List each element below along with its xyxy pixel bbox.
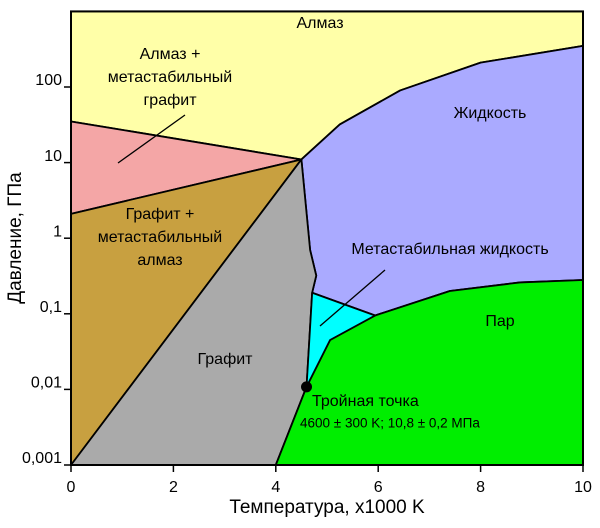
leader-line: [117, 114, 186, 164]
x-tick-label: 10: [574, 479, 592, 496]
triple-point-note: 4600 ± 300 K; 10,8 ± 0,2 МПа: [300, 416, 480, 431]
region-label: Графит +: [126, 206, 195, 223]
y-tick-label: 0,001: [22, 450, 62, 467]
y-tick-label: 100: [35, 72, 62, 89]
y-tick-label: 1: [53, 223, 62, 240]
leader-line: [319, 269, 386, 327]
x-tick-label: 2: [169, 479, 178, 496]
region-label: Алмаз +: [140, 46, 201, 63]
y-axis-label: Давление, ГПа: [5, 172, 26, 304]
region-label: метастабильный: [108, 69, 233, 86]
region-label: Жидкость: [454, 105, 527, 122]
x-tick-label: 4: [271, 479, 280, 496]
y-tick-label: 10: [44, 148, 62, 165]
region-label: Графит: [198, 351, 254, 368]
triple-point: [301, 381, 313, 393]
region-label: Метастабильная жидкость: [351, 241, 548, 258]
x-tick-label: 8: [476, 479, 485, 496]
x-axis-label: Температура, x1000 K: [229, 497, 425, 518]
region-label: алмаз: [137, 252, 182, 269]
region-label: графит: [143, 92, 197, 109]
region-label: Алмаз: [296, 15, 343, 32]
x-tick-label: 0: [67, 479, 76, 496]
y-tick-label: 0,01: [31, 375, 62, 392]
y-tick-label: 0,1: [40, 299, 62, 316]
phase-region: [305, 291, 377, 388]
triple-point-label: Тройная точка: [312, 393, 419, 410]
region-label: метастабильный: [98, 229, 223, 246]
region-label: Пар: [485, 313, 514, 330]
x-tick-label: 6: [374, 479, 383, 496]
plot-area: [70, 10, 584, 466]
